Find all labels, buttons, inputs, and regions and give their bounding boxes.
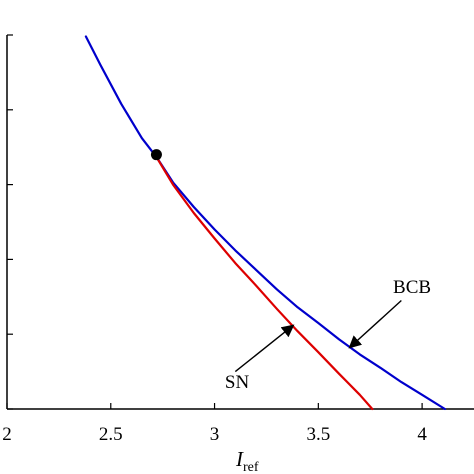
y-ticks xyxy=(7,34,13,410)
annotation-label-sn: SN xyxy=(225,372,250,393)
annotation-label-bcb: BCB xyxy=(393,277,431,298)
x-axis-label-sub: ref xyxy=(243,460,259,474)
annotation-arrow-bcb xyxy=(348,300,402,349)
x-tick-label: 4 xyxy=(417,424,427,445)
annotations-group: BCB SN xyxy=(225,277,431,393)
junction-point xyxy=(150,149,162,161)
x-tick-label: 2 xyxy=(2,424,12,445)
series-line-bcb xyxy=(84,35,446,411)
points-group xyxy=(150,149,162,161)
annotation-arrow-sn xyxy=(234,324,295,373)
x-tick-label: 2.5 xyxy=(99,424,123,445)
x-ticks: 2 2.5 3 3.5 4 xyxy=(2,403,427,445)
x-axis-label-main: I xyxy=(235,447,244,471)
series-group xyxy=(84,35,446,411)
x-tick-label: 3.5 xyxy=(306,424,330,445)
series-line-sn xyxy=(155,155,374,411)
x-tick-label: 3 xyxy=(210,424,220,445)
x-axis-label: Iref xyxy=(235,447,259,474)
axes xyxy=(6,35,474,410)
